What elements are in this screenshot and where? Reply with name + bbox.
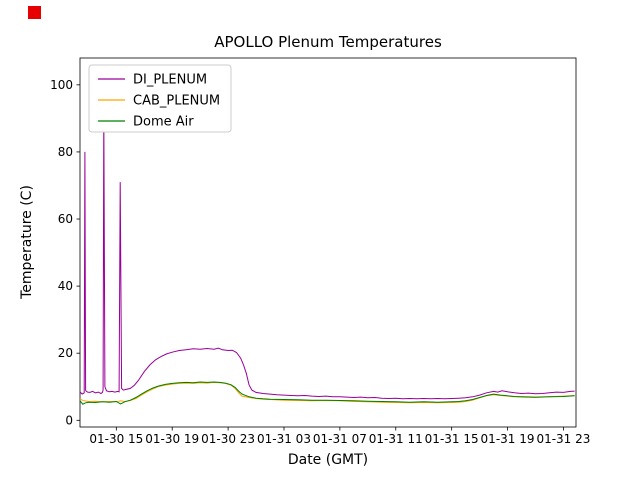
x-tick-label: 01-31 19 [481,432,535,446]
series-line-dome-air [79,381,575,405]
x-tick-label: 01-31 11 [369,432,423,446]
y-tick-label: 40 [58,279,73,293]
screenshot-marker [28,6,41,19]
y-tick-label: 0 [65,413,73,427]
chart-title: APOLLO Plenum Temperatures [214,33,442,51]
x-tick-label: 01-31 03 [257,432,311,446]
y-tick-label: 60 [58,212,73,226]
legend-label-dome-air: Dome Air [133,115,194,130]
legend-label-di_plenum: DI_PLENUM [133,73,207,88]
y-tick-label: 80 [58,145,73,159]
x-tick-label: 01-30 15 [89,432,143,446]
legend-label-cab_plenum: CAB_PLENUM [133,94,220,109]
y-tick-label: 100 [50,78,73,92]
x-tick-label: 01-31 23 [536,432,590,446]
x-tick-label: 01-31 15 [425,432,479,446]
legend-box [88,64,232,133]
x-tick-label: 01-30 23 [201,432,255,446]
x-tick-label: 01-31 07 [313,432,367,446]
series-line-di_plenum [79,111,575,400]
y-tick-label: 20 [58,346,73,360]
x-axis-label: Date (GMT) [287,452,369,468]
x-tick-label: 01-30 19 [145,432,199,446]
